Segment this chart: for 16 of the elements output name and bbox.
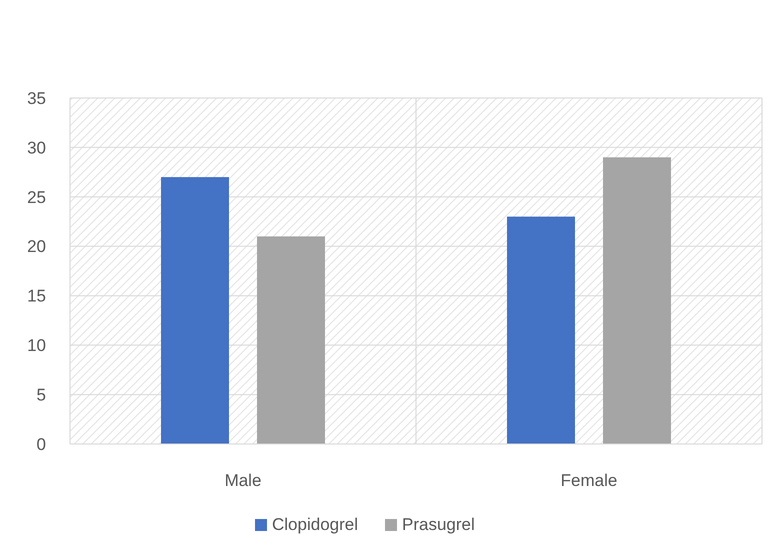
y-tick-label: 0: [36, 434, 46, 454]
y-tick-label: 35: [27, 88, 46, 108]
legend-label: Clopidogrel: [272, 515, 358, 534]
legend-label: Prasugrel: [402, 515, 475, 534]
y-tick-label: 10: [27, 336, 46, 356]
y-tick-label: 30: [27, 138, 46, 158]
x-tick-label: Male: [224, 471, 262, 490]
bar: [603, 157, 671, 444]
bar: [257, 236, 325, 444]
x-tick-label: Female: [560, 471, 618, 490]
y-tick-label: 20: [27, 237, 46, 256]
y-tick-label: 15: [27, 286, 46, 306]
y-tick-label: 5: [36, 386, 46, 405]
y-tick-label: 25: [27, 188, 46, 207]
bar: [507, 216, 575, 444]
bar: [161, 177, 229, 444]
